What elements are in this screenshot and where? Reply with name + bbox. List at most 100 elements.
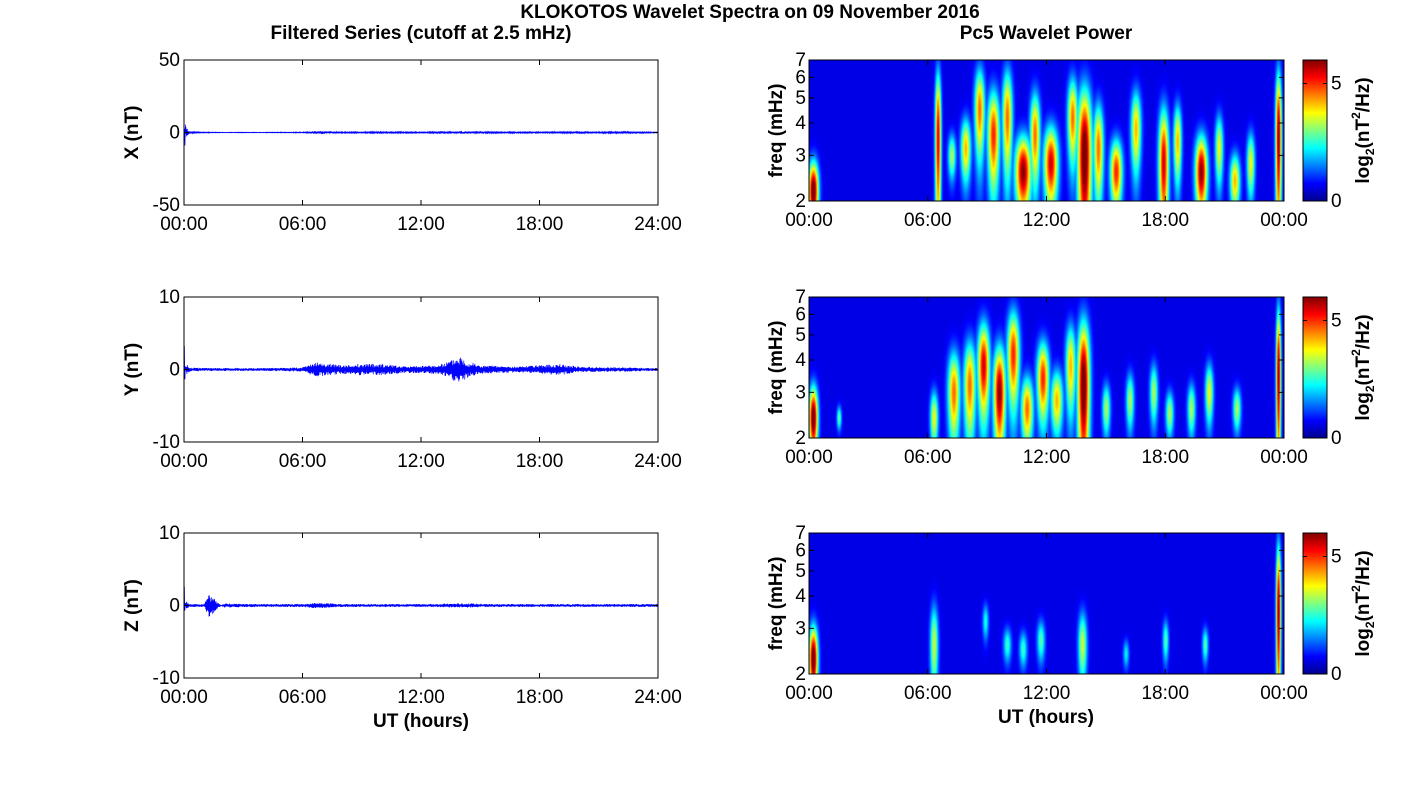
y-tick-label: 3 xyxy=(795,145,806,166)
x-tick-label: 18:00 xyxy=(516,687,564,708)
series-line xyxy=(183,346,659,382)
colorbar-label-tail: /Hz) xyxy=(1353,550,1374,585)
x-tick-label: 24:00 xyxy=(634,451,682,472)
left-column-title: Filtered Series (cutoff at 2.5 mHz) xyxy=(271,23,572,44)
colorbar-tick-label: 0 xyxy=(1331,428,1342,449)
y-tick-label: 10 xyxy=(159,523,180,544)
series-panel-z: -10 0 10 00:00 06:00 12:00 18:00 24:00 Z (nT) xyxy=(122,523,682,708)
x-tick-label: 12:00 xyxy=(397,214,445,235)
figure-title: KLOKOTOS Wavelet Spectra on 09 November … xyxy=(520,2,979,23)
colorbar-label-sub: 2 xyxy=(1363,385,1377,392)
colorbar-tick-label: 0 xyxy=(1331,191,1342,212)
x-tick-label: 12:00 xyxy=(1023,447,1071,468)
y-tick-label: 5 xyxy=(795,561,806,582)
x-tick-label: 06:00 xyxy=(279,214,327,235)
series-line xyxy=(183,586,659,617)
y-tick-label: 3 xyxy=(795,382,806,403)
x-tick-label: 24:00 xyxy=(634,214,682,235)
y-tick-label: 0 xyxy=(169,596,180,617)
left-xlabel: UT (hours) xyxy=(373,711,469,732)
y-axis-label: freq (mHz) xyxy=(766,321,787,415)
x-tick-label: 06:00 xyxy=(904,447,952,468)
x-tick-label: 06:00 xyxy=(279,451,327,472)
colorbar-label: log2(nT2/Hz) xyxy=(1349,314,1377,420)
colorbar-label-main: log xyxy=(1353,392,1374,421)
colorbar-label-tail: /Hz) xyxy=(1353,77,1374,112)
x-tick-label: 24:00 xyxy=(634,687,682,708)
y-axis-label: freq (mHz) xyxy=(766,557,787,651)
y-tick-label: 10 xyxy=(159,287,180,308)
colorbar-gradient xyxy=(1302,532,1328,675)
colorbar-label-paren: (nT xyxy=(1353,592,1374,622)
y-tick-label: 7 xyxy=(795,50,806,71)
colorbar-tick-label: 5 xyxy=(1331,311,1342,332)
y-tick-label: 5 xyxy=(795,88,806,109)
x-tick-label: 00:00 xyxy=(160,214,208,235)
series-panel-x: -50 0 50 00:00 06:00 12:00 18:00 24:00 X (nT) xyxy=(122,50,682,235)
x-tick-label: 18:00 xyxy=(1141,447,1189,468)
colorbar-label-sub: 2 xyxy=(1363,148,1377,155)
y-tick-label: 0 xyxy=(169,360,180,381)
colorbar-gradient xyxy=(1302,296,1328,439)
y-tick-label: 7 xyxy=(795,523,806,544)
y-tick-label: 0 xyxy=(169,123,180,144)
colorbar-label-sup: 2 xyxy=(1349,585,1363,592)
wavelet-heatmap xyxy=(809,60,1284,201)
y-tick-label: 4 xyxy=(795,586,806,607)
y-tick-label: 4 xyxy=(795,113,806,134)
y-tick-label: 2 xyxy=(795,191,806,212)
x-tick-label: 00:00 xyxy=(785,683,833,704)
colorbar-label-main: log xyxy=(1353,628,1374,657)
y-tick-label: 6 xyxy=(795,540,806,561)
x-tick-label: 12:00 xyxy=(1023,210,1071,231)
wavelet-heatmap xyxy=(809,297,1284,438)
x-tick-label: 18:00 xyxy=(1141,210,1189,231)
colorbar-label-sub: 2 xyxy=(1363,621,1377,628)
x-tick-label: 00:00 xyxy=(160,687,208,708)
colorbar-label-paren: (nT xyxy=(1353,356,1374,386)
colorbar-tick-label: 0 xyxy=(1331,664,1342,685)
x-tick-label: 00:00 xyxy=(785,447,833,468)
x-tick-label: 06:00 xyxy=(279,687,327,708)
x-tick-label: 18:00 xyxy=(1141,683,1189,704)
x-tick-label: 18:00 xyxy=(516,451,564,472)
y-tick-label: -10 xyxy=(153,668,180,689)
colorbar-tick-label: 5 xyxy=(1331,547,1342,568)
x-tick-label: 00:00 xyxy=(160,451,208,472)
y-axis-label: X (nT) xyxy=(122,106,143,160)
colorbar-label: log2(nT2/Hz) xyxy=(1349,77,1377,183)
x-tick-label: 12:00 xyxy=(397,687,445,708)
x-tick-label: 00:00 xyxy=(1260,210,1308,231)
panels: -50 0 5 0 00:00 06:00 12:00 18:00 24:00 X (nT) -10… xyxy=(122,50,1377,708)
colorbar-label-sup: 2 xyxy=(1349,112,1363,119)
y-tick-label: 6 xyxy=(795,67,806,88)
series-line xyxy=(183,124,659,146)
colorbar-tick-label: 5 xyxy=(1331,74,1342,95)
x-tick-label: 12:00 xyxy=(397,451,445,472)
colorbar-label-tail: /Hz) xyxy=(1353,314,1374,349)
right-xlabel: UT (hours) xyxy=(998,707,1094,728)
series-panel-y: -10 0 10 00:00 06:00 12:00 18:00 24:00 Y (nT) xyxy=(122,287,682,472)
y-tick-label: 5 xyxy=(795,325,806,346)
colorbar-gradient xyxy=(1302,59,1328,202)
y-tick-label: 2 xyxy=(795,428,806,449)
x-tick-label: 00:00 xyxy=(785,210,833,231)
y-tick-label: 4 xyxy=(795,350,806,371)
colorbar-label-main: log xyxy=(1353,155,1374,184)
y-tick-label: 2 xyxy=(795,664,806,685)
x-tick-label: 18:00 xyxy=(516,214,564,235)
y-axis-label: freq (mHz) xyxy=(766,84,787,178)
colorbar-label-paren: (nT xyxy=(1353,119,1374,149)
y-axis-label: Y (nT) xyxy=(122,343,143,396)
wavelet-heatmap xyxy=(809,533,1284,674)
y-tick-label: -50 xyxy=(153,195,180,216)
colorbar-label-sup: 2 xyxy=(1349,349,1363,356)
y-axis-label: Z (nT) xyxy=(122,579,143,632)
y-tick-label: 6 xyxy=(795,304,806,325)
colorbar-label: log2(nT2/Hz) xyxy=(1349,550,1377,656)
